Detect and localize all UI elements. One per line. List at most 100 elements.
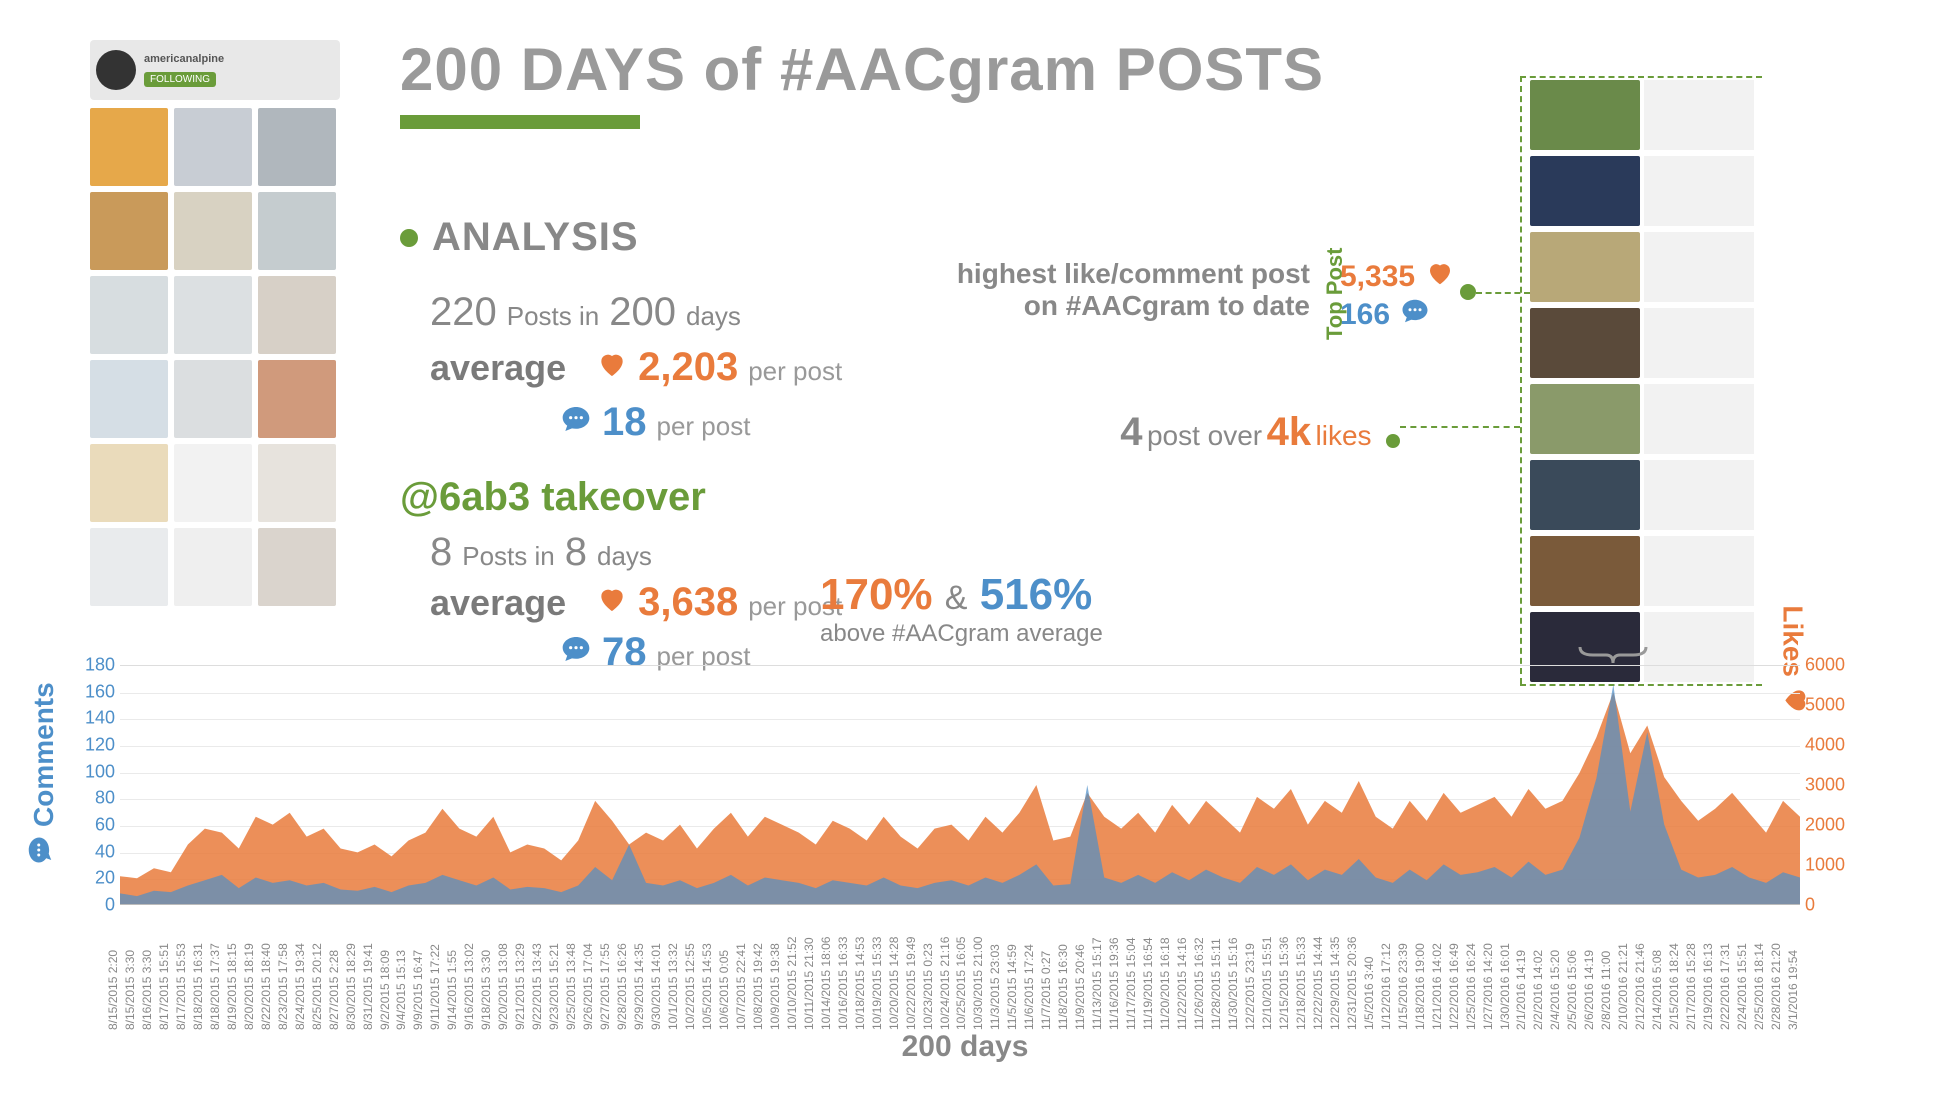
thumb-cell xyxy=(174,108,252,186)
x-tick-label: 2/1/2016 14:19 xyxy=(1514,950,1528,1030)
x-tick-label: 11/13/2015 15:17 xyxy=(1090,937,1104,1030)
thumb-cell xyxy=(90,360,168,438)
left-tick: 60 xyxy=(95,815,115,836)
x-tick-label: 10/14/2015 18:06 xyxy=(819,937,833,1030)
x-tick-label: 8/20/2015 18:19 xyxy=(242,943,256,1030)
thumb-cell xyxy=(258,192,336,270)
x-tick-label: 10/11/2015 21:30 xyxy=(802,937,816,1030)
x-tick-label: 10/2/2015 12:55 xyxy=(683,943,697,1030)
x-tick-label: 2/15/2016 18:24 xyxy=(1667,943,1681,1030)
comments-axis-label: Comments xyxy=(25,682,62,865)
thumb-cell xyxy=(90,276,168,354)
analysis-days-count: 200 xyxy=(609,290,676,335)
x-tick-label: 8/23/2015 17:58 xyxy=(276,943,290,1030)
x-tick-label: 10/22/2015 19:49 xyxy=(904,937,918,1030)
x-tick-label: 8/27/2015 2:28 xyxy=(327,950,341,1030)
x-tick-label: 10/7/2015 22:41 xyxy=(734,943,748,1030)
thumb-cell xyxy=(174,360,252,438)
takeover-posts-count: 8 xyxy=(430,530,452,575)
bullet-icon xyxy=(1386,434,1400,448)
chart-plot-area xyxy=(120,665,1800,905)
x-tick-label: 1/27/2016 14:20 xyxy=(1481,943,1495,1030)
x-tick-label: 11/22/2015 14:16 xyxy=(1175,937,1189,1030)
x-tick-label: 11/3/2015 23:03 xyxy=(988,944,1002,1030)
takeover-average-label: average xyxy=(430,582,566,624)
x-tick-label: 10/18/2015 14:53 xyxy=(853,937,867,1030)
top-post-line2: on #AACgram to date xyxy=(940,290,1310,322)
title-underline xyxy=(400,115,640,129)
takeover-days-label: days xyxy=(597,541,652,572)
x-tick-label: 8/31/2015 19:41 xyxy=(361,943,375,1030)
left-tick: 0 xyxy=(105,895,115,916)
x-tick-label: 10/30/2015 21:00 xyxy=(971,937,985,1030)
takeover-heading: @6ab3 takeover xyxy=(400,475,706,520)
dashed-bracket-top xyxy=(1520,76,1762,78)
profile-thumbnail-strip: americanalpine FOLLOWING xyxy=(90,40,340,606)
average-label: average xyxy=(430,347,566,389)
profile-avatar xyxy=(96,50,136,90)
analysis-avg-likes-line: average 2,203 per post xyxy=(430,345,842,390)
x-tick-label: 9/4/2015 15:13 xyxy=(394,950,408,1030)
x-tick-label: 11/9/2015 20:46 xyxy=(1073,944,1087,1030)
takeover-days-count: 8 xyxy=(565,530,587,575)
right-tick: 4000 xyxy=(1805,735,1845,756)
x-tick-label: 8/25/2015 20:12 xyxy=(310,943,324,1030)
left-tick: 160 xyxy=(85,681,115,702)
analysis-posts-count: 220 xyxy=(430,290,497,335)
left-tick: 20 xyxy=(95,868,115,889)
left-tick: 180 xyxy=(85,655,115,676)
thumb-cell xyxy=(258,444,336,522)
likes-pct-increase: 170% xyxy=(820,570,933,619)
engagement-chart: Comments Likes 020406080100120140160180 … xyxy=(30,665,1900,1065)
x-tick-label: 2/22/2016 17:31 xyxy=(1718,943,1732,1030)
x-tick-label: 9/28/2015 16:26 xyxy=(615,943,629,1030)
x-tick-label: 11/7/2015 0:27 xyxy=(1039,951,1053,1030)
x-axis-labels: 8/15/2015 2:208/15/2015 3:308/16/2015 3:… xyxy=(120,910,1800,1030)
x-tick-label: 12/2/2015 23:19 xyxy=(1243,943,1257,1030)
x-tick-label: 2/24/2016 15:51 xyxy=(1735,943,1749,1030)
x-tick-label: 8/22/2015 18:40 xyxy=(259,943,273,1030)
x-tick-label: 2/19/2016 16:13 xyxy=(1701,943,1715,1030)
bullet-icon xyxy=(400,229,418,247)
x-tick-label: 2/17/2016 15:28 xyxy=(1684,943,1698,1030)
takeover-posts-line: 8 Posts in 8 days xyxy=(430,530,652,575)
x-tick-label: 9/23/2015 15:21 xyxy=(547,943,561,1030)
x-tick-label: 10/6/2015 0:05 xyxy=(717,950,731,1030)
x-tick-label: 10/19/2015 15:33 xyxy=(870,937,884,1030)
x-tick-label: 11/30/2015 15:16 xyxy=(1226,937,1240,1030)
per-post-label-2: per post xyxy=(657,411,751,442)
x-tick-label: 8/24/2015 19:34 xyxy=(293,943,307,1030)
x-tick-label: 12/22/2015 14:44 xyxy=(1311,937,1325,1030)
x-tick-label: 1/5/2016 3:40 xyxy=(1362,957,1376,1030)
x-tick-label: 12/15/2015 15:36 xyxy=(1277,937,1291,1030)
thumb-cell xyxy=(258,276,336,354)
x-tick-label: 9/29/2015 14:35 xyxy=(632,943,646,1030)
x-tick-label: 1/21/2016 14:02 xyxy=(1430,943,1444,1030)
x-tick-label: 10/1/2015 13:32 xyxy=(666,943,680,1030)
following-badge: FOLLOWING xyxy=(144,72,216,87)
x-tick-label: 9/30/2015 14:01 xyxy=(649,943,663,1030)
x-tick-label: 9/22/2015 13:43 xyxy=(530,943,544,1030)
left-tick: 80 xyxy=(95,788,115,809)
x-tick-label: 2/2/2016 14:02 xyxy=(1531,950,1545,1030)
x-tick-label: 9/9/2015 16:47 xyxy=(411,950,425,1030)
x-tick-label: 11/17/2015 15:04 xyxy=(1124,937,1138,1030)
x-tick-label: 10/16/2015 16:33 xyxy=(836,937,850,1030)
right-tick: 2000 xyxy=(1805,815,1845,836)
brace-icon xyxy=(1578,645,1648,665)
comments-axis-text: Comments xyxy=(28,682,60,827)
x-tick-label: 11/16/2015 19:36 xyxy=(1107,937,1121,1030)
thumb-cell xyxy=(90,108,168,186)
right-tick: 1000 xyxy=(1805,855,1845,876)
x-tick-label: 8/30/2015 18:29 xyxy=(344,943,358,1030)
right-tick: 5000 xyxy=(1805,695,1845,716)
heart-icon xyxy=(596,348,628,388)
x-tick-label: 2/12/2016 21:46 xyxy=(1633,943,1647,1030)
4k-count: 4 xyxy=(1120,410,1142,454)
comment-icon xyxy=(25,835,62,865)
left-tick: 100 xyxy=(85,761,115,782)
profile-handle: americanalpine xyxy=(144,53,334,65)
x-tick-label: 10/25/2015 16:05 xyxy=(954,937,968,1030)
analysis-comments-value: 18 xyxy=(602,400,647,445)
4k-post-over-label: post over xyxy=(1147,420,1262,451)
